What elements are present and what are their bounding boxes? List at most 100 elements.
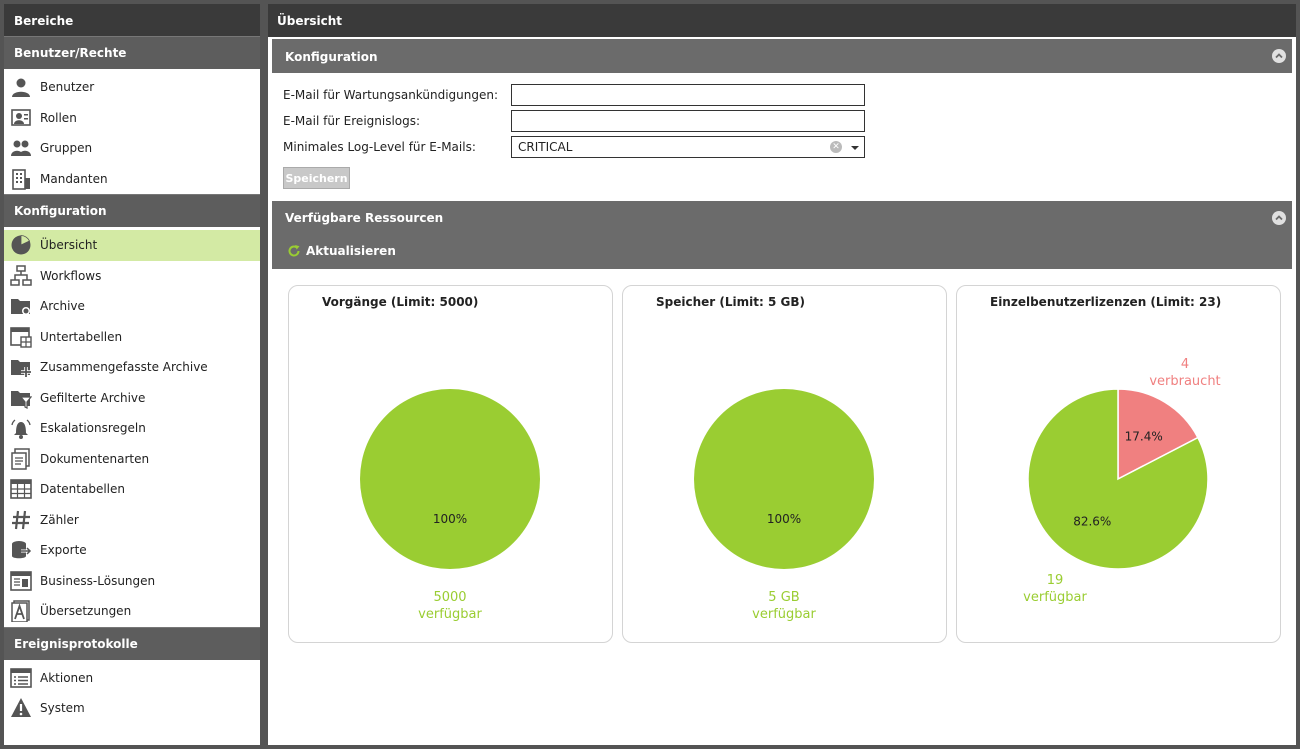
slice-label: verfügbar <box>418 607 482 622</box>
business-icon <box>10 570 32 592</box>
loglevel-label: Minimales Log-Level für E-Mails: <box>283 140 476 154</box>
sidebar-item-label: Übersicht <box>40 238 98 253</box>
eventlog-email-label: E-Mail für Ereignislogs: <box>283 114 421 128</box>
resource-cards: Vorgänge (Limit: 5000) 100% 5000 verfügbar S… <box>288 285 1296 643</box>
sidebar-item-label: Gruppen <box>40 141 93 156</box>
export-icon <box>10 539 32 561</box>
sidebar-item-label: Rollen <box>40 110 77 125</box>
pie-chart-icon <box>10 234 32 256</box>
sidebar-item-label: Eskalationsregeln <box>40 421 146 436</box>
groups-icon <box>10 137 32 159</box>
collapse-icon[interactable] <box>1272 49 1286 63</box>
page-title: Übersicht <box>268 4 1296 37</box>
resources-panel-header: Verfügbare Ressourcen Aktualisieren <box>272 201 1292 269</box>
collapse-icon[interactable] <box>1272 211 1286 225</box>
subtable-icon <box>10 326 32 348</box>
slice-percent-label: 100% <box>433 512 467 526</box>
sidebar-item-label: Dokumentenarten <box>40 451 150 466</box>
chevron-down-icon[interactable] <box>851 146 859 150</box>
sidebar-item[interactable]: Datentabellen <box>4 474 260 505</box>
sidebar-item-label: Business-Lösungen <box>40 573 156 588</box>
slice-value: 5 GB <box>768 590 800 605</box>
sidebar-item[interactable]: Dokumentenarten <box>4 444 260 475</box>
sidebar-item-label: Zähler <box>40 512 79 527</box>
sidebar-item[interactable]: Mandanten <box>4 164 260 195</box>
building-icon <box>10 168 32 190</box>
sidebar-item-label: Aktionen <box>40 670 94 685</box>
eventlog-email-input[interactable] <box>511 110 865 132</box>
sidebar-item[interactable]: Zähler <box>4 505 260 536</box>
roles-icon <box>10 107 32 129</box>
sidebar-item-label: Übersetzungen <box>40 604 132 619</box>
slice-value-label: 5 GB verfügbar <box>734 589 834 623</box>
refresh-button[interactable]: Aktualisieren <box>287 244 396 258</box>
slice-value: 5000 <box>433 590 467 605</box>
sidebar-item-label: Archive <box>40 299 85 314</box>
chart-title: Vorgänge (Limit: 5000) <box>322 295 479 309</box>
slice-percent-label: 100% <box>767 512 801 526</box>
sidebar-item[interactable]: Workflows <box>4 261 260 292</box>
sidebar-item[interactable]: Aktionen <box>4 663 260 694</box>
archive-folder-icon <box>10 295 32 317</box>
hash-icon <box>10 509 32 531</box>
slice-value: 4 <box>1180 357 1190 372</box>
sidebar-item[interactable]: Rollen <box>4 103 260 134</box>
sidebar-item[interactable]: Gefilterte Archive <box>4 383 260 414</box>
warning-icon <box>10 697 32 719</box>
sidebar: Bereiche Benutzer/Rechte Benutzer Rollen Gr… <box>4 4 260 745</box>
sidebar-item-label: System <box>40 701 85 716</box>
slice-value: 19 <box>1046 573 1064 588</box>
refresh-label: Aktualisieren <box>306 244 396 258</box>
sidebar-item[interactable]: Archive <box>4 291 260 322</box>
sidebar-item[interactable]: Exporte <box>4 535 260 566</box>
pie-chart: 100% <box>694 389 874 569</box>
slice-value-label: 4 verbraucht <box>1135 356 1235 390</box>
sidebar-section-header: Konfiguration <box>4 194 260 227</box>
resource-card: Einzelbenutzerlizenzen (Limit: 23) 17.4% 8… <box>956 285 1281 643</box>
resource-card: Speicher (Limit: 5 GB) 100% 5 GB verfügbar <box>622 285 947 643</box>
sidebar-item[interactable]: Gruppen <box>4 133 260 164</box>
translation-icon <box>10 600 32 623</box>
sidebar-title: Bereiche <box>4 4 260 36</box>
maintenance-email-input[interactable] <box>511 84 865 106</box>
sidebar-item[interactable]: Benutzer <box>4 72 260 103</box>
loglevel-select[interactable]: CRITICAL ✕ <box>511 136 865 158</box>
resource-card: Vorgänge (Limit: 5000) 100% 5000 verfügbar <box>288 285 613 643</box>
slice-value-label: 5000 verfügbar <box>400 589 500 623</box>
sidebar-section-header: Ereignisprotokolle <box>4 626 260 660</box>
user-icon <box>10 76 32 98</box>
sidebar-item[interactable]: Untertabellen <box>4 322 260 353</box>
config-panel-title: Konfiguration <box>285 50 378 64</box>
sidebar-item-label: Untertabellen <box>40 329 123 344</box>
sidebar-item[interactable]: Übersicht <box>4 230 260 261</box>
sidebar-item-label: Mandanten <box>40 171 108 186</box>
save-button[interactable]: Speichern <box>283 167 350 189</box>
sidebar-item[interactable]: Eskalationsregeln <box>4 413 260 444</box>
document-types-icon <box>10 448 32 470</box>
chart-title: Einzelbenutzerlizenzen (Limit: 23) <box>990 295 1222 309</box>
sidebar-item-label: Gefilterte Archive <box>40 390 146 405</box>
slice-percent-label: 17.4% <box>1125 430 1163 444</box>
pie-slice[interactable] <box>1117 388 1199 481</box>
sidebar-item[interactable]: Business-Lösungen <box>4 566 260 597</box>
clear-icon[interactable]: ✕ <box>830 141 842 153</box>
pie-slice[interactable] <box>360 389 540 569</box>
chart-title: Speicher (Limit: 5 GB) <box>656 295 805 309</box>
pie-slice[interactable] <box>1027 388 1209 570</box>
sidebar-item[interactable]: System <box>4 693 260 724</box>
slice-label: verfügbar <box>752 607 816 622</box>
slice-label: verfügbar <box>1023 590 1087 605</box>
main-content: Übersicht Konfiguration E-Mail für Wartu… <box>268 4 1296 745</box>
bell-icon <box>10 417 32 440</box>
maintenance-email-label: E-Mail für Wartungsankündigungen: <box>283 88 499 102</box>
pie-chart: 100% <box>360 389 540 569</box>
pie-chart: 17.4% 82.6% <box>1027 388 1209 570</box>
sidebar-section-header: Benutzer/Rechte <box>4 36 260 69</box>
slice-percent-label: 82.6% <box>1073 514 1111 528</box>
sidebar-item[interactable]: Zusammengefasste Archive <box>4 352 260 383</box>
pie-slice[interactable] <box>694 389 874 569</box>
table-icon <box>10 478 32 500</box>
sidebar-item-label: Benutzer <box>40 80 95 95</box>
config-panel-header[interactable]: Konfiguration <box>272 39 1292 73</box>
sidebar-item[interactable]: Übersetzungen <box>4 596 260 627</box>
